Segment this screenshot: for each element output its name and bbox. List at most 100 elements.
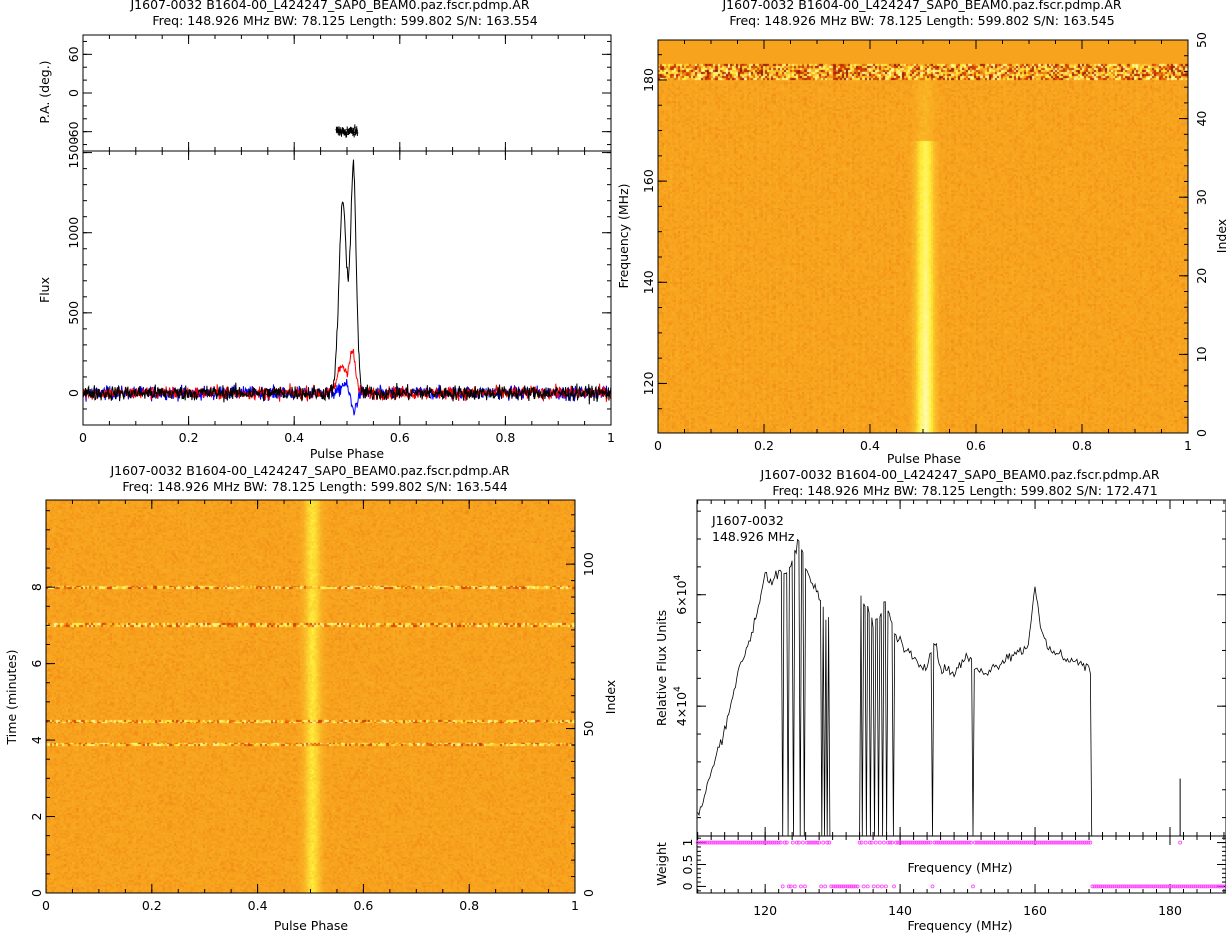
weight-point [940, 840, 945, 845]
weight-point [809, 840, 813, 845]
weight-point [902, 840, 907, 845]
phase-time-xaxis-label: Pulse Phase [274, 918, 349, 933]
phase-time-xtick-label: 0.4 [248, 898, 268, 913]
weight-point [1169, 884, 1174, 889]
weight-point [750, 840, 755, 845]
weight-point [752, 840, 757, 845]
phase-time-heatmap [46, 500, 575, 893]
weight-point [1074, 840, 1079, 845]
phase-time-index-label: Index [603, 680, 618, 714]
phase-time-index-ytick-label: 50 [581, 721, 596, 737]
weight-point [1070, 840, 1075, 845]
phase-freq-xtick-label: 0.2 [754, 438, 774, 453]
weight-xtick-label: 140 [888, 903, 912, 918]
weight-point [956, 840, 961, 845]
flux-ytick-label: 0 [66, 389, 81, 397]
weight-point [1155, 884, 1160, 889]
weight-point [728, 840, 732, 845]
profile-xtick-label: 0.6 [390, 430, 410, 445]
phase-freq-ytick-label: 160 [641, 169, 656, 193]
phase-time-xtick-label: 1 [571, 898, 579, 913]
weight-point [1171, 884, 1176, 889]
weight-point [1149, 884, 1154, 889]
weight-point [1102, 884, 1107, 889]
weight-point [1005, 840, 1010, 845]
weight-point [1019, 840, 1024, 845]
weight-point [770, 840, 775, 845]
weight-point [1187, 884, 1192, 889]
weight-point [1143, 884, 1147, 889]
weight-point [1120, 884, 1125, 889]
weight-point [788, 884, 793, 889]
weight-point [782, 840, 787, 845]
phase-freq-xaxis-label: Pulse Phase [887, 451, 962, 466]
weight-point [1133, 884, 1137, 889]
weight-point [1139, 884, 1143, 889]
weight-point [983, 840, 988, 845]
weight-point [910, 840, 915, 845]
weight-point [867, 840, 872, 845]
weight-point [1124, 884, 1129, 889]
weight-point [1122, 884, 1127, 889]
weight-point [1037, 840, 1042, 845]
weight-point [942, 840, 947, 845]
weight-point [1167, 884, 1172, 889]
weight-point [1130, 884, 1135, 889]
weight-point [1056, 840, 1060, 845]
profile-xtick-label: 0.4 [284, 430, 304, 445]
weight-point [1178, 840, 1183, 845]
weight-point [900, 840, 905, 845]
weight-point [1209, 884, 1214, 889]
weight-point [1207, 884, 1212, 889]
weight-point [823, 884, 828, 889]
weight-point [713, 840, 718, 845]
profile-xtick-label: 1 [607, 430, 615, 445]
weight-point [768, 840, 773, 845]
weight-point [705, 840, 710, 845]
spectrum-subtitle: Freq: 148.926 MHz BW: 78.125 Length: 599… [772, 483, 1158, 498]
pa-ytick-label: 0 [66, 89, 81, 97]
weight-point [703, 840, 708, 845]
phase-time-ytick-label: 8 [29, 583, 44, 591]
flux-ytick-label: 1000 [66, 217, 81, 249]
weight-ytick-label: 0.5 [680, 855, 695, 875]
weight-point [849, 884, 854, 889]
phase-time-frame [45, 499, 576, 894]
weight-point [1003, 840, 1008, 845]
weight-point [997, 840, 1002, 845]
weight-point [821, 840, 826, 845]
phase-time-xtick-label: 0.6 [353, 898, 373, 913]
phase-freq-subtitle: Freq: 148.926 MHz BW: 78.125 Length: 599… [729, 13, 1115, 28]
weight-point [1112, 884, 1117, 889]
weight-point [780, 884, 785, 889]
phase-time-index-ytick-label: 0 [581, 889, 596, 897]
weight-point [991, 840, 996, 845]
weight-point [888, 840, 892, 845]
weight-point [938, 840, 943, 845]
weight-point [863, 840, 868, 845]
weight-point [833, 884, 838, 889]
phase-freq-index-ytick-label: 20 [1194, 268, 1209, 284]
weight-point [944, 840, 949, 845]
weight-point [742, 840, 747, 845]
weight-point [1147, 884, 1151, 889]
weight-point [736, 840, 741, 845]
weight-point [912, 840, 917, 845]
weight-point [760, 840, 765, 845]
weight-point [1086, 840, 1091, 845]
weight-point [932, 840, 937, 845]
weight-point [1092, 884, 1097, 889]
weight-point [1211, 884, 1216, 889]
weight-point [1173, 884, 1178, 889]
weight-point [1035, 840, 1040, 845]
weight-point [841, 884, 846, 889]
weight-point [847, 884, 852, 889]
weight-point [1027, 840, 1032, 845]
weight-point [1216, 884, 1220, 889]
weight-point [1205, 884, 1210, 889]
weight-point [1062, 840, 1066, 845]
phase-time-xtick-label: 0.2 [142, 898, 162, 913]
weight-point [1128, 884, 1133, 889]
weight-point [776, 840, 781, 845]
weight-point [1106, 884, 1111, 889]
